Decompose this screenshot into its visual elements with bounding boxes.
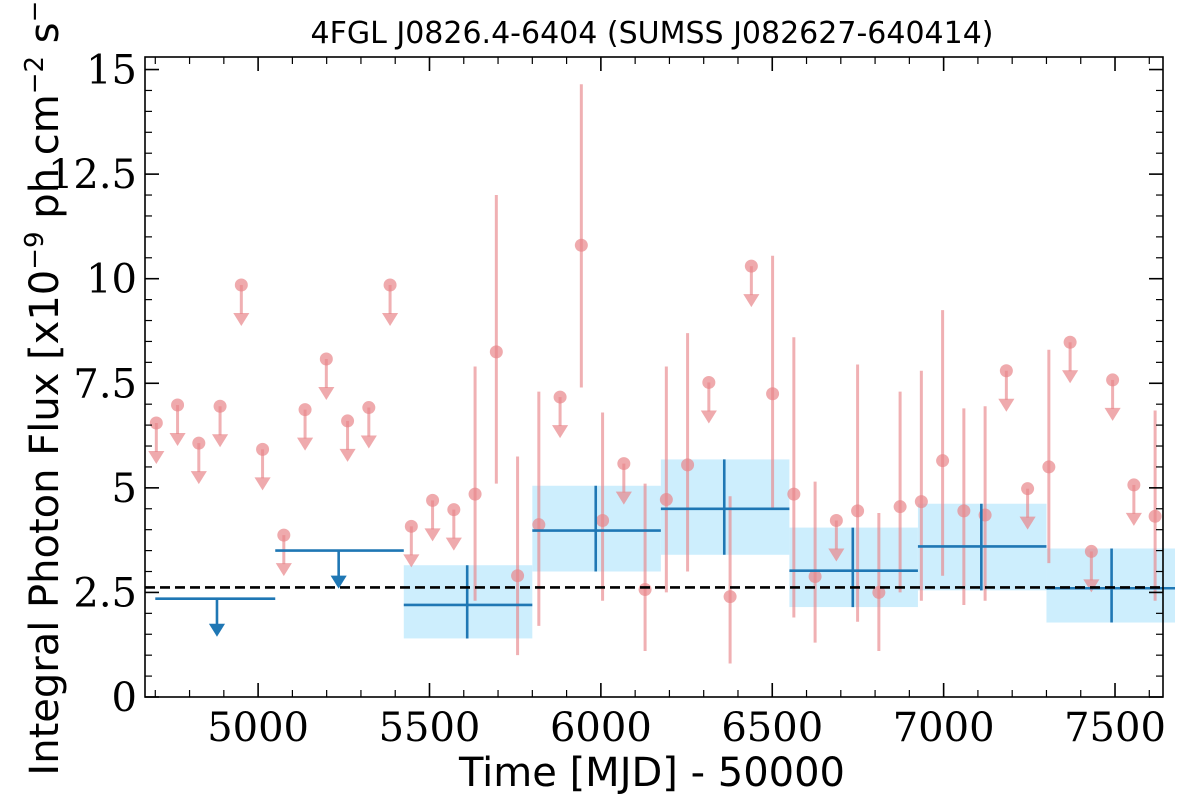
short-bin-upper-limit-arrow xyxy=(382,312,399,326)
axes-frame xyxy=(144,56,1164,698)
short-bin-upper-limit-arrow xyxy=(828,548,845,562)
x-tick-label: 6000 xyxy=(550,705,652,751)
short-bin-point xyxy=(596,513,610,527)
short-bin-upper-limit-arrow xyxy=(424,528,441,542)
x-axis-label: Time [MJD] - 50000 xyxy=(458,750,845,796)
x-tick-label: 7000 xyxy=(893,705,995,751)
short-bin-upper-limit-point xyxy=(1106,373,1120,387)
y-tick-label: 0 xyxy=(112,675,137,721)
short-bin-upper-limit-arrow xyxy=(1019,516,1036,530)
short-bin-point xyxy=(957,504,971,518)
short-bin-upper-limit-arrow xyxy=(297,437,314,451)
short-bin-upper-limit-point xyxy=(447,503,461,517)
y-axis-label: Integral Photon Flux [x10−9 ph cm−2 s−1] xyxy=(20,0,68,776)
short-bin-point xyxy=(893,500,907,514)
y-tick-label: 12.5 xyxy=(48,152,137,198)
short-bin-upper-limit-point xyxy=(319,352,333,366)
short-bin-upper-limit-arrow xyxy=(360,435,377,449)
short-bin-point xyxy=(659,493,673,507)
short-bin-upper-limit-arrow xyxy=(190,471,207,485)
short-bin-point xyxy=(872,585,886,599)
x-tick-label: 5500 xyxy=(379,705,481,751)
short-bin-upper-limit-arrow xyxy=(233,312,250,326)
short-bin-upper-limit-arrow xyxy=(339,448,356,462)
y-tick-label: 7.5 xyxy=(73,361,137,407)
short-bin-point xyxy=(489,345,503,359)
short-bin-upper-limit-arrow xyxy=(318,387,335,401)
short-bin-point xyxy=(914,495,928,509)
short-bin-upper-limit-arrow xyxy=(254,477,271,491)
short-bin-point xyxy=(1042,460,1056,474)
x-tick-label: 7500 xyxy=(1064,705,1166,751)
long-bin-upper-limit-arrow xyxy=(330,575,347,589)
short-bin-upper-limit-point xyxy=(617,457,631,471)
short-bin-point xyxy=(511,569,525,583)
short-bin-point xyxy=(638,582,652,596)
short-bin-upper-limit-arrow xyxy=(1104,407,1121,421)
chart-title: 4FGL J0826.4-6404 (SUMSS J082627-640414) xyxy=(311,16,994,51)
plot-area: 5000 5500 6000 6500 7000 7500 0 2.5 5 7.5 10 12.5 15 xyxy=(48,48,1175,751)
short-bin-upper-limit-point xyxy=(1063,335,1077,349)
short-bin-point xyxy=(468,487,482,501)
short-bin-upper-limit-point xyxy=(1127,478,1141,492)
short-bin-upper-limit-point xyxy=(426,493,440,507)
short-bin-upper-limit-point xyxy=(234,278,248,292)
x-tick-label: 6500 xyxy=(721,705,823,751)
short-bin-upper-limit-arrow xyxy=(1125,512,1142,526)
short-bin-upper-limit-point xyxy=(744,259,758,273)
short-bin-upper-limit-arrow xyxy=(403,554,420,568)
y-tick-label: 10 xyxy=(86,257,137,303)
short-bin-upper-limit-point xyxy=(149,416,163,430)
short-bin-point xyxy=(681,458,695,472)
short-bin-upper-limit-point xyxy=(171,398,185,412)
short-bin-point xyxy=(723,590,737,604)
y-tick-label: 15 xyxy=(86,48,137,94)
short-bin-upper-limit-arrow xyxy=(552,425,569,439)
short-bin-upper-limit-point xyxy=(298,403,312,417)
short-bin-upper-limit-arrow xyxy=(615,491,632,505)
short-bin-upper-limit-point xyxy=(277,528,291,542)
short-bin-point xyxy=(808,570,822,584)
short-bin-upper-limit-arrow xyxy=(445,537,462,551)
short-bin-point xyxy=(574,238,588,252)
short-bin-upper-limit-point xyxy=(1021,482,1035,496)
short-bin-upper-limit-point xyxy=(829,513,843,527)
short-bin-upper-limit-point xyxy=(404,519,418,533)
short-bin-upper-limit-arrow xyxy=(998,398,1015,412)
short-bin-upper-limit-point xyxy=(1084,544,1098,558)
short-bin-upper-limit-arrow xyxy=(275,563,292,577)
short-bin-point xyxy=(936,454,950,468)
y-tick-label: 5 xyxy=(112,466,137,512)
short-bin-upper-limit-arrow xyxy=(1062,370,1079,384)
short-bin-upper-limit-point xyxy=(192,436,206,450)
short-bin-upper-limit-arrow xyxy=(1083,579,1100,593)
short-bin-upper-limit-point xyxy=(999,364,1013,378)
short-bin-upper-limit-arrow xyxy=(169,433,186,447)
short-bin-point xyxy=(851,504,865,518)
short-bin-upper-limit-point xyxy=(702,375,716,389)
short-bin-point xyxy=(766,387,780,401)
short-bin-point xyxy=(787,487,801,501)
x-tick-label: 5000 xyxy=(207,705,309,751)
short-bin-upper-limit-arrow xyxy=(148,451,165,465)
y-tick-label: 2.5 xyxy=(73,570,137,616)
short-bin-upper-limit-arrow xyxy=(743,294,760,308)
short-bin-upper-limit-point xyxy=(383,278,397,292)
short-bin-point xyxy=(1148,509,1162,523)
short-bin-upper-limit-point xyxy=(341,414,355,428)
short-bin-upper-limit-point xyxy=(256,442,270,456)
short-bin-point xyxy=(532,518,546,532)
short-bin-upper-limit-point xyxy=(553,390,567,404)
short-bin-upper-limit-point xyxy=(213,399,227,413)
short-bin-upper-limit-arrow xyxy=(700,410,717,424)
short-bin-upper-limit-arrow xyxy=(212,434,229,448)
long-bin-upper-limit-arrow xyxy=(208,623,226,637)
short-bin-upper-limit-point xyxy=(362,401,376,415)
